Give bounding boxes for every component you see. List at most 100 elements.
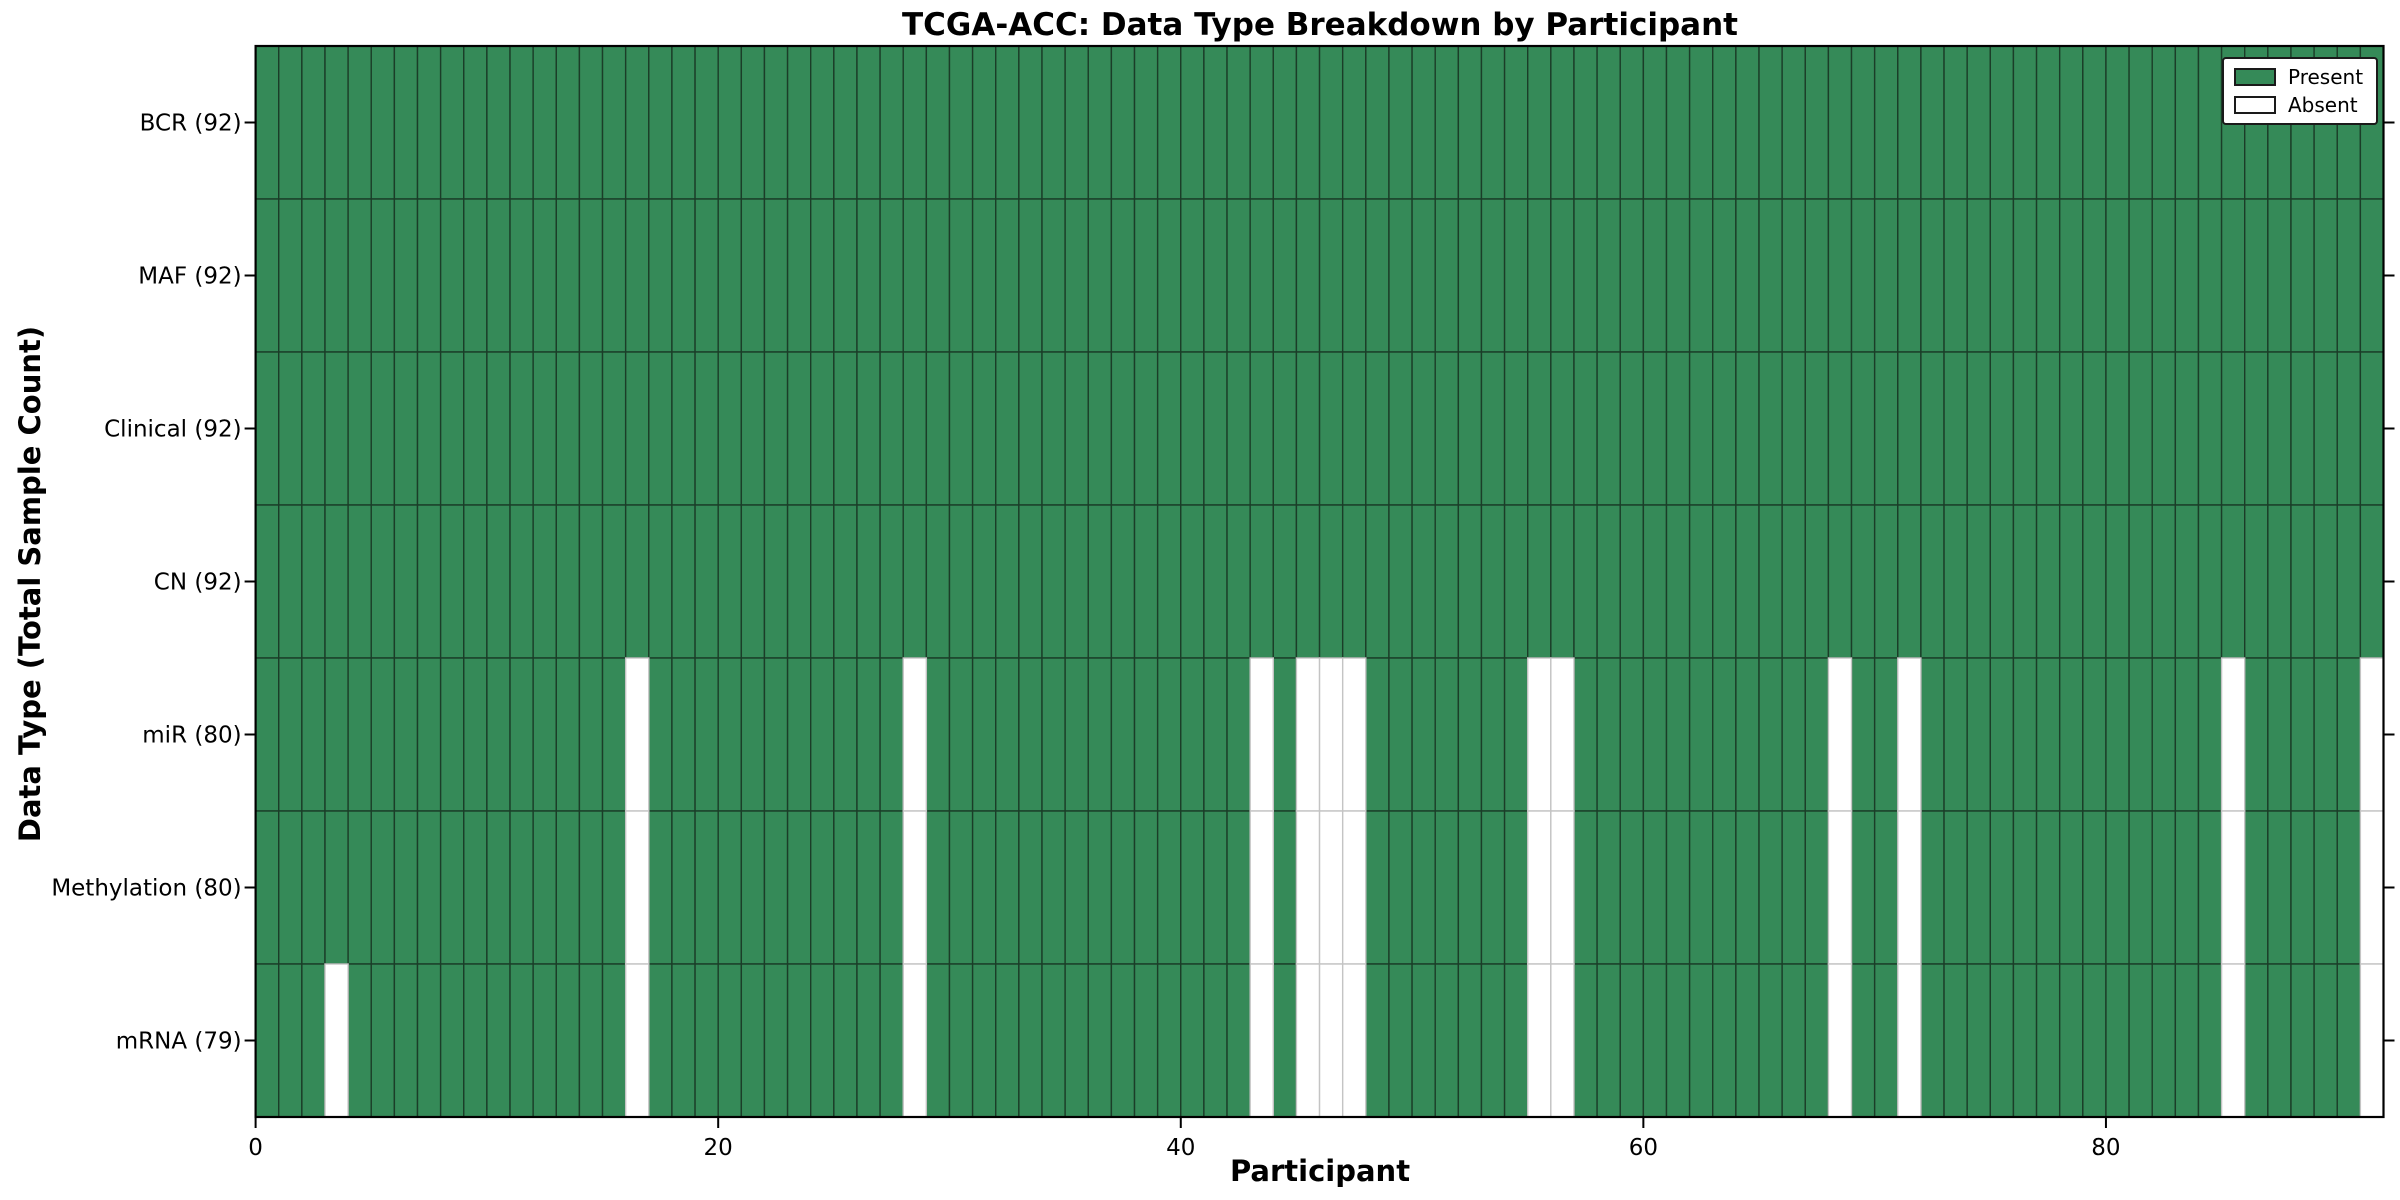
present-cell (1642, 657, 1668, 812)
absent-cells (324, 657, 2385, 1118)
present-cell (1411, 963, 1436, 1118)
present-cell (1110, 198, 1136, 353)
present-cell (2267, 198, 2292, 353)
present-cell (1943, 351, 1968, 506)
present-cell (810, 351, 835, 506)
present-cell (1943, 504, 1968, 659)
present-cell (925, 810, 951, 965)
present-cell (1203, 963, 1228, 1118)
absent-cell (1295, 810, 1321, 965)
present-cell (1827, 45, 1853, 200)
present-cell (1133, 45, 1159, 200)
present-cell (1712, 45, 1737, 200)
present-cell (2128, 657, 2153, 812)
present-cell (2151, 45, 2177, 200)
present-cell (393, 351, 419, 506)
present-cell (671, 504, 696, 659)
present-cell (1110, 657, 1136, 812)
present-cell (2105, 810, 2130, 965)
present-cell (2151, 504, 2177, 659)
present-cell (1180, 657, 1205, 812)
present-cell (1018, 198, 1043, 353)
absent-cell (1341, 810, 1367, 965)
present-cell (948, 810, 974, 965)
present-cell (555, 963, 581, 1118)
present-cell (740, 45, 766, 200)
present-cell (1365, 810, 1390, 965)
present-cell (2290, 198, 2315, 353)
present-cell (1041, 198, 1066, 353)
present-cell (1434, 504, 1460, 659)
present-cell (879, 504, 904, 659)
x-tick-label-0: 0 (248, 1135, 263, 1161)
x-ticks: 0 20 40 60 80 (248, 1117, 2121, 1161)
present-cell (2082, 810, 2107, 965)
present-cell (833, 504, 858, 659)
present-cell (254, 351, 280, 506)
present-cell (879, 351, 904, 506)
present-cell (1365, 504, 1390, 659)
present-cell (2174, 198, 2200, 353)
present-cell (1480, 198, 1506, 353)
present-cell (1619, 198, 1645, 353)
present-cell (1827, 198, 1853, 353)
present-cell (1156, 657, 1182, 812)
present-cell (2313, 963, 2338, 1118)
present-cell (2012, 351, 2038, 506)
present-cell (1827, 351, 1853, 506)
present-cell (1943, 657, 1968, 812)
present-cell (1203, 810, 1228, 965)
present-cell (1341, 351, 1367, 506)
present-cell (925, 351, 951, 506)
present-cell (1180, 351, 1205, 506)
present-cell (648, 45, 673, 200)
present-cell (301, 45, 326, 200)
present-cell (1665, 657, 1691, 812)
present-cell (1850, 657, 1876, 812)
present-cell (1480, 45, 1506, 200)
present-cell (879, 810, 904, 965)
present-cell (671, 351, 696, 506)
present-cell (1781, 657, 1806, 812)
present-cell (2174, 45, 2200, 200)
present-cell (1203, 45, 1228, 200)
present-cell (1041, 963, 1066, 1118)
present-cell (486, 504, 511, 659)
present-cell (601, 963, 627, 1118)
present-cell (1041, 504, 1066, 659)
present-cell (1041, 45, 1066, 200)
present-cell (1966, 810, 1992, 965)
present-cell (856, 810, 881, 965)
present-cell (879, 198, 904, 353)
present-cell (393, 504, 419, 659)
present-cell (1966, 198, 1992, 353)
present-cell (1041, 351, 1066, 506)
present-cell (1365, 198, 1390, 353)
present-cell (879, 657, 904, 812)
present-cell (1873, 963, 1899, 1118)
present-cell (2105, 45, 2130, 200)
present-cell (1156, 351, 1182, 506)
present-cell (2220, 198, 2246, 353)
present-cell (1781, 963, 1806, 1118)
absent-cell (902, 657, 928, 812)
present-cell (2035, 351, 2061, 506)
present-cell (2012, 504, 2038, 659)
present-cell (1573, 198, 1598, 353)
present-cell (2313, 351, 2338, 506)
present-cell (578, 198, 604, 353)
present-cell (2035, 504, 2061, 659)
present-cell (1758, 657, 1783, 812)
x-tick-label-80: 80 (2091, 1135, 2120, 1161)
present-cell (810, 198, 835, 353)
present-cell (1850, 45, 1876, 200)
x-tick-label-40: 40 (1166, 1135, 1195, 1161)
present-cell (393, 810, 419, 965)
present-cell (671, 198, 696, 353)
absent-cell (1550, 657, 1575, 812)
present-cell (1665, 504, 1691, 659)
present-cell (2267, 504, 2292, 659)
present-cell (2151, 657, 2177, 812)
present-cell (1295, 504, 1321, 659)
